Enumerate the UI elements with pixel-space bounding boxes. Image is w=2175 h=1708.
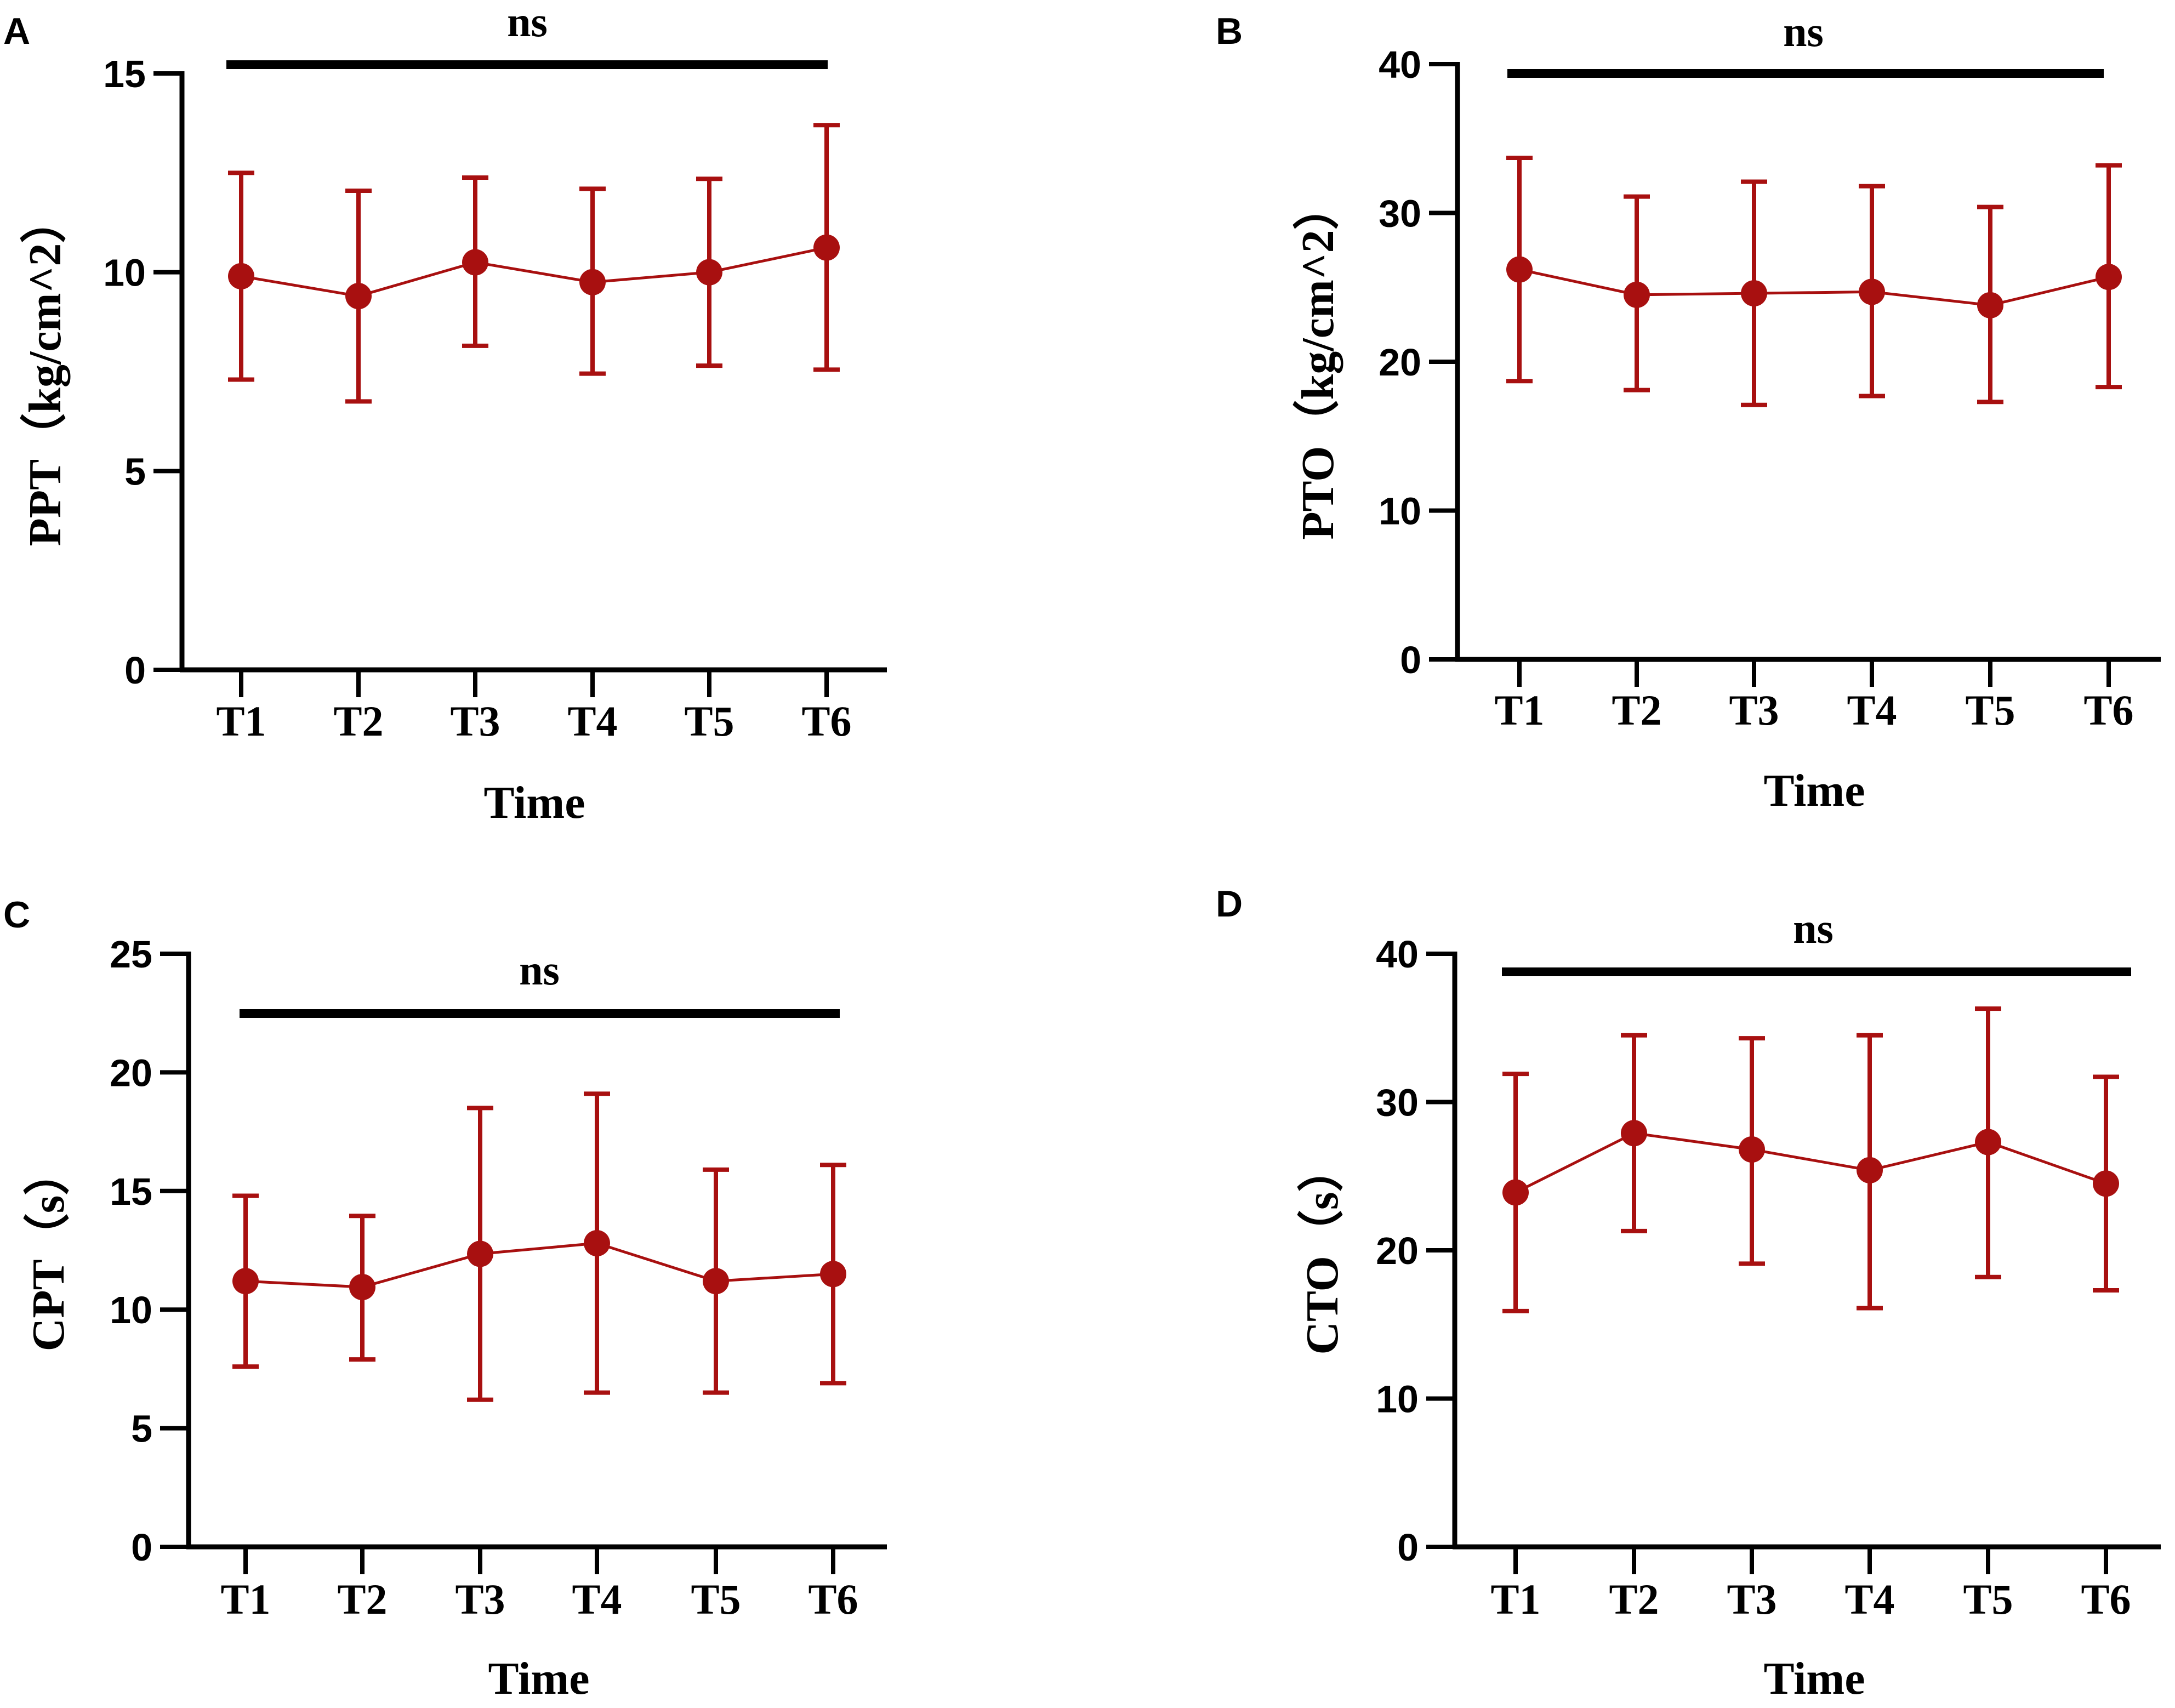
y-tick-label: 10	[110, 1289, 152, 1331]
x-tick-label: T6	[808, 1575, 858, 1623]
x-tick-label: T2	[1609, 1575, 1659, 1623]
y-tick-label: 10	[1379, 490, 1421, 533]
x-tick-label: T3	[1729, 686, 1779, 734]
series-line	[1519, 268, 2109, 307]
data-point-t6	[820, 1261, 846, 1288]
x-tick-label: T2	[1612, 686, 1661, 734]
y-axis-title: CTO（s）	[1297, 1146, 1348, 1354]
series-line	[241, 246, 827, 298]
x-tick-label: T4	[1844, 1575, 1894, 1623]
x-tick-label: T3	[1727, 1575, 1777, 1623]
data-point-t1	[228, 263, 254, 289]
y-tick-label: 10	[1376, 1378, 1419, 1421]
data-point-t1	[232, 1268, 259, 1295]
data-point-t5	[1977, 292, 2003, 318]
x-tick-label: T2	[333, 697, 383, 745]
y-tick-label: 20	[1379, 341, 1421, 384]
series-line	[245, 1242, 834, 1289]
x-tick-label: T1	[220, 1575, 270, 1623]
data-point-t2	[345, 283, 372, 310]
x-tick-label: T5	[1965, 686, 2015, 734]
y-tick-label: 0	[1397, 1526, 1419, 1569]
y-tick-label: 30	[1379, 192, 1421, 235]
y-tick-label: 10	[103, 252, 146, 294]
data-point-t2	[1624, 281, 1650, 308]
x-axis-title: Time	[1763, 1653, 1865, 1704]
data-point-t3	[1741, 280, 1767, 307]
x-tick-label: T5	[691, 1575, 741, 1623]
y-axis-title: PPT（kg/cm^2）	[20, 197, 71, 546]
data-point-t4	[1859, 278, 1885, 305]
x-tick-label: T5	[1963, 1575, 2013, 1623]
data-point-t5	[1975, 1129, 2001, 1155]
panel-letter: D	[1216, 883, 1243, 925]
series-line	[1514, 1131, 2106, 1194]
panel-d: D 0 10 20 30 40 T1 T2 T3 T4 T5 T6 Time CTO（s） ns	[1216, 883, 2161, 1704]
y-axis-title: CPT（s）	[23, 1149, 74, 1352]
data-point-t6	[2096, 264, 2122, 291]
panel-c: C 0 5 10 15 20 25 T1 T2 T3 T4 T5 T6 Time CPT（s） ns	[3, 894, 887, 1704]
x-axis-title: Time	[1763, 765, 1865, 816]
y-axis-title: PTO（kg/cm^2）	[1293, 184, 1343, 539]
x-tick-label: T6	[2083, 686, 2133, 734]
panel-a: A 0 5 10 15 T1 T2 T3 T4 T5 T6 Time PPT（kg/cm^2） ns	[3, 0, 887, 828]
data-point-t5	[703, 1268, 729, 1295]
data-point-t2	[1621, 1120, 1647, 1147]
data-point-t1	[1506, 256, 1533, 283]
y-tick-label: 0	[1400, 639, 1421, 681]
x-tick-label: T3	[450, 697, 500, 745]
significance-label: ns	[507, 0, 548, 45]
x-tick-label: T5	[684, 697, 734, 745]
panel-letter: C	[3, 894, 30, 936]
x-tick-label: T3	[455, 1575, 505, 1623]
y-tick-label: 5	[124, 450, 146, 493]
y-tick-label: 5	[131, 1408, 152, 1450]
x-axis-title: Time	[488, 1653, 589, 1704]
data-point-t5	[696, 259, 722, 286]
data-point-t3	[1739, 1136, 1765, 1163]
significance-label: ns	[1783, 8, 1824, 55]
x-tick-label: T4	[572, 1575, 622, 1623]
y-tick-label: 20	[110, 1051, 152, 1094]
significance-label: ns	[519, 946, 560, 994]
x-tick-label: T1	[1494, 686, 1544, 734]
data-point-t2	[349, 1274, 375, 1301]
y-tick-label: 20	[1376, 1229, 1419, 1272]
data-point-t1	[1502, 1179, 1529, 1206]
data-point-t4	[1857, 1157, 1883, 1183]
x-tick-label: T4	[1847, 686, 1897, 734]
y-tick-label: 0	[124, 649, 146, 692]
y-tick-label: 15	[110, 1170, 152, 1213]
significance-label: ns	[1793, 904, 1834, 952]
y-tick-label: 40	[1379, 43, 1421, 86]
data-point-t3	[467, 1240, 493, 1267]
data-point-t6	[2093, 1170, 2119, 1197]
data-point-t6	[813, 234, 840, 261]
x-tick-label: T6	[801, 697, 851, 745]
x-tick-label: T1	[1490, 1575, 1540, 1623]
panel-letter: A	[3, 10, 30, 52]
data-point-t4	[579, 269, 606, 295]
x-tick-label: T2	[337, 1575, 387, 1623]
y-tick-label: 15	[103, 53, 146, 95]
x-tick-label: T4	[567, 697, 617, 745]
y-tick-label: 0	[131, 1526, 152, 1569]
data-point-t4	[584, 1230, 610, 1257]
data-point-t3	[462, 249, 488, 276]
y-tick-label: 40	[1376, 933, 1419, 976]
x-axis-title: Time	[483, 777, 585, 828]
panel-letter: B	[1216, 10, 1243, 52]
panel-b: B 0 10 20 30 40 T1 T2 T3 T4 T5 T6 Time PTO（kg/cm^2） ns	[1216, 8, 2161, 816]
y-tick-label: 30	[1376, 1081, 1419, 1124]
y-tick-label: 25	[110, 933, 152, 976]
x-tick-label: T6	[2081, 1575, 2131, 1623]
x-tick-label: T1	[216, 697, 266, 745]
